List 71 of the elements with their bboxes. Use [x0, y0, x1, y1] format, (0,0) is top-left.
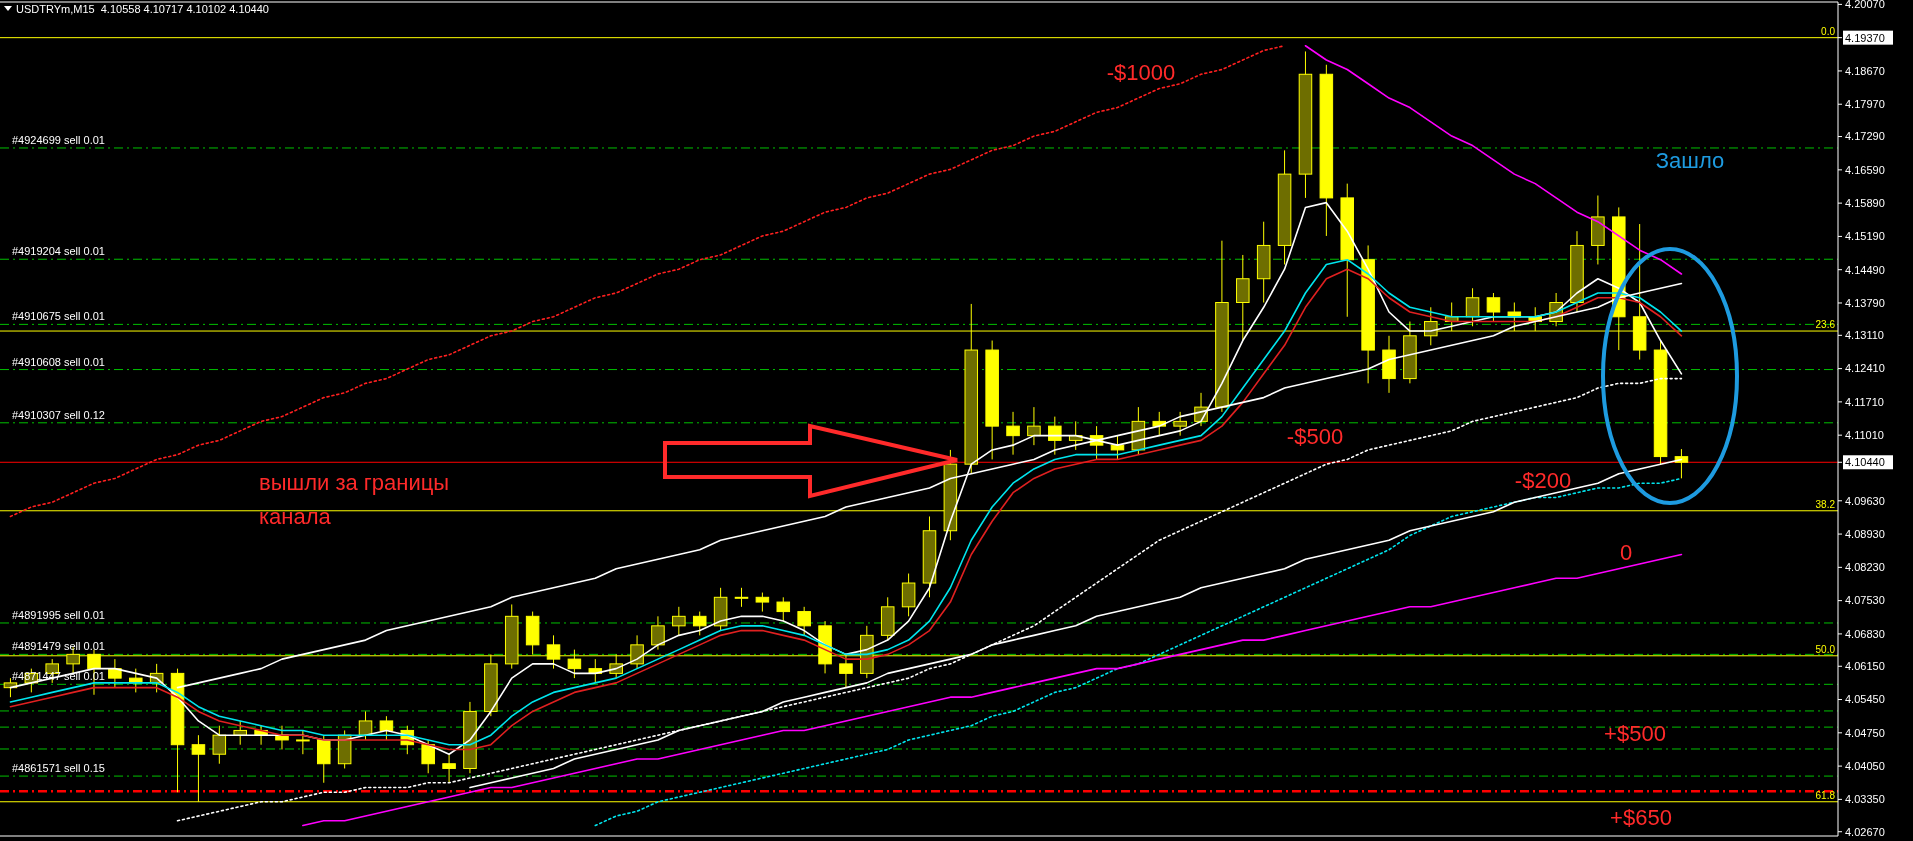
y-tick-label: 4.12410 [1845, 362, 1885, 375]
annotation: +$500 [1604, 721, 1666, 746]
y-tick-label: 4.02670 [1845, 825, 1885, 838]
chart-title: USDTRYm,M15 4.10558 4.10717 4.10102 4.10440 [16, 3, 269, 15]
annotation: 38.2 [1815, 498, 1836, 510]
y-tick-label: 4.03350 [1845, 793, 1885, 806]
ref-line-label: #4891995 sell 0.01 [12, 608, 105, 621]
candlestick [734, 587, 749, 608]
y-tick-label: 4.20070 [1845, 0, 1885, 11]
y-tick-label: 4.13790 [1845, 296, 1885, 309]
y-tick-label: 4.06150 [1845, 660, 1885, 673]
ref-line-label: #4910608 sell 0.01 [12, 355, 105, 368]
candlestick [108, 658, 122, 689]
candlestick [316, 734, 331, 784]
y-tick-label: 4.06830 [1845, 627, 1885, 640]
y-tick-label: 4.08930 [1845, 527, 1885, 540]
candlestick [692, 611, 707, 636]
candlestick [379, 715, 394, 741]
y-tick-label: 4.04050 [1845, 759, 1885, 772]
annotation: 50.0 [1815, 643, 1836, 655]
y-tick-label: 4.11710 [1845, 395, 1884, 408]
y-tick-label: 4.15190 [1845, 230, 1885, 243]
candlestick [776, 596, 791, 622]
candlestick [1027, 406, 1041, 446]
candlestick [212, 725, 227, 765]
y-tick-label: 4.07530 [1845, 594, 1885, 607]
candlestick [1110, 435, 1125, 460]
candlestick [1048, 416, 1062, 456]
candlestick [442, 753, 456, 784]
candlestick [755, 592, 770, 613]
y-tick-label: 4.04750 [1845, 726, 1885, 739]
candlestick [797, 606, 811, 636]
candlestick [672, 606, 686, 636]
annotation: Зашло [1655, 148, 1725, 173]
y-tick-label: 4.08230 [1845, 561, 1885, 574]
ref-line-label: #4919204 sell 0.01 [12, 245, 105, 258]
annotation: -$200 [1514, 468, 1572, 493]
y-tick-label: 4.17970 [1845, 98, 1885, 111]
annotation: вышли за границы канала [259, 470, 450, 529]
candlestick [1486, 292, 1501, 323]
ref-line-label: #4924699 sell 0.01 [12, 133, 105, 146]
annotation: 0.0 [1821, 25, 1836, 37]
y-tick-label: 4.19370 [1845, 31, 1885, 44]
candlestick [651, 615, 665, 651]
y-tick-label: 4.10440 [1845, 456, 1885, 469]
y-tick-label: 4.11010 [1845, 429, 1884, 442]
annotation: +$650 [1610, 805, 1672, 830]
ref-line-label: #4861571 sell 0.15 [12, 762, 105, 775]
y-tick-label: 4.16590 [1845, 163, 1885, 176]
candlestick [296, 729, 310, 755]
annotation: -$1000 [1106, 60, 1176, 85]
candlestick [1006, 411, 1020, 456]
ref-line-label: #4910675 sell 0.01 [12, 310, 105, 323]
ref-line-label: #4910307 sell 0.12 [12, 408, 105, 421]
ref-line-label: #4891479 sell 0.01 [12, 640, 105, 653]
candlestick [1674, 448, 1689, 479]
y-tick-label: 4.18670 [1845, 64, 1885, 77]
y-tick-label: 4.09630 [1845, 494, 1885, 507]
candlestick [1465, 287, 1480, 327]
candlestick [901, 573, 916, 617]
y-tick-label: 4.17290 [1845, 130, 1885, 143]
annotation: 61.8 [1815, 789, 1836, 801]
y-tick-label: 4.05450 [1845, 693, 1885, 706]
y-tick-label: 4.14490 [1845, 263, 1885, 276]
y-tick-label: 4.13110 [1845, 329, 1884, 342]
candlestick [1173, 411, 1187, 437]
y-tick-label: 4.15890 [1845, 196, 1885, 209]
candlestick [421, 739, 435, 774]
annotation: -$500 [1286, 424, 1344, 449]
annotation: 23.6 [1815, 319, 1836, 331]
annotation: 0 [1619, 540, 1633, 565]
